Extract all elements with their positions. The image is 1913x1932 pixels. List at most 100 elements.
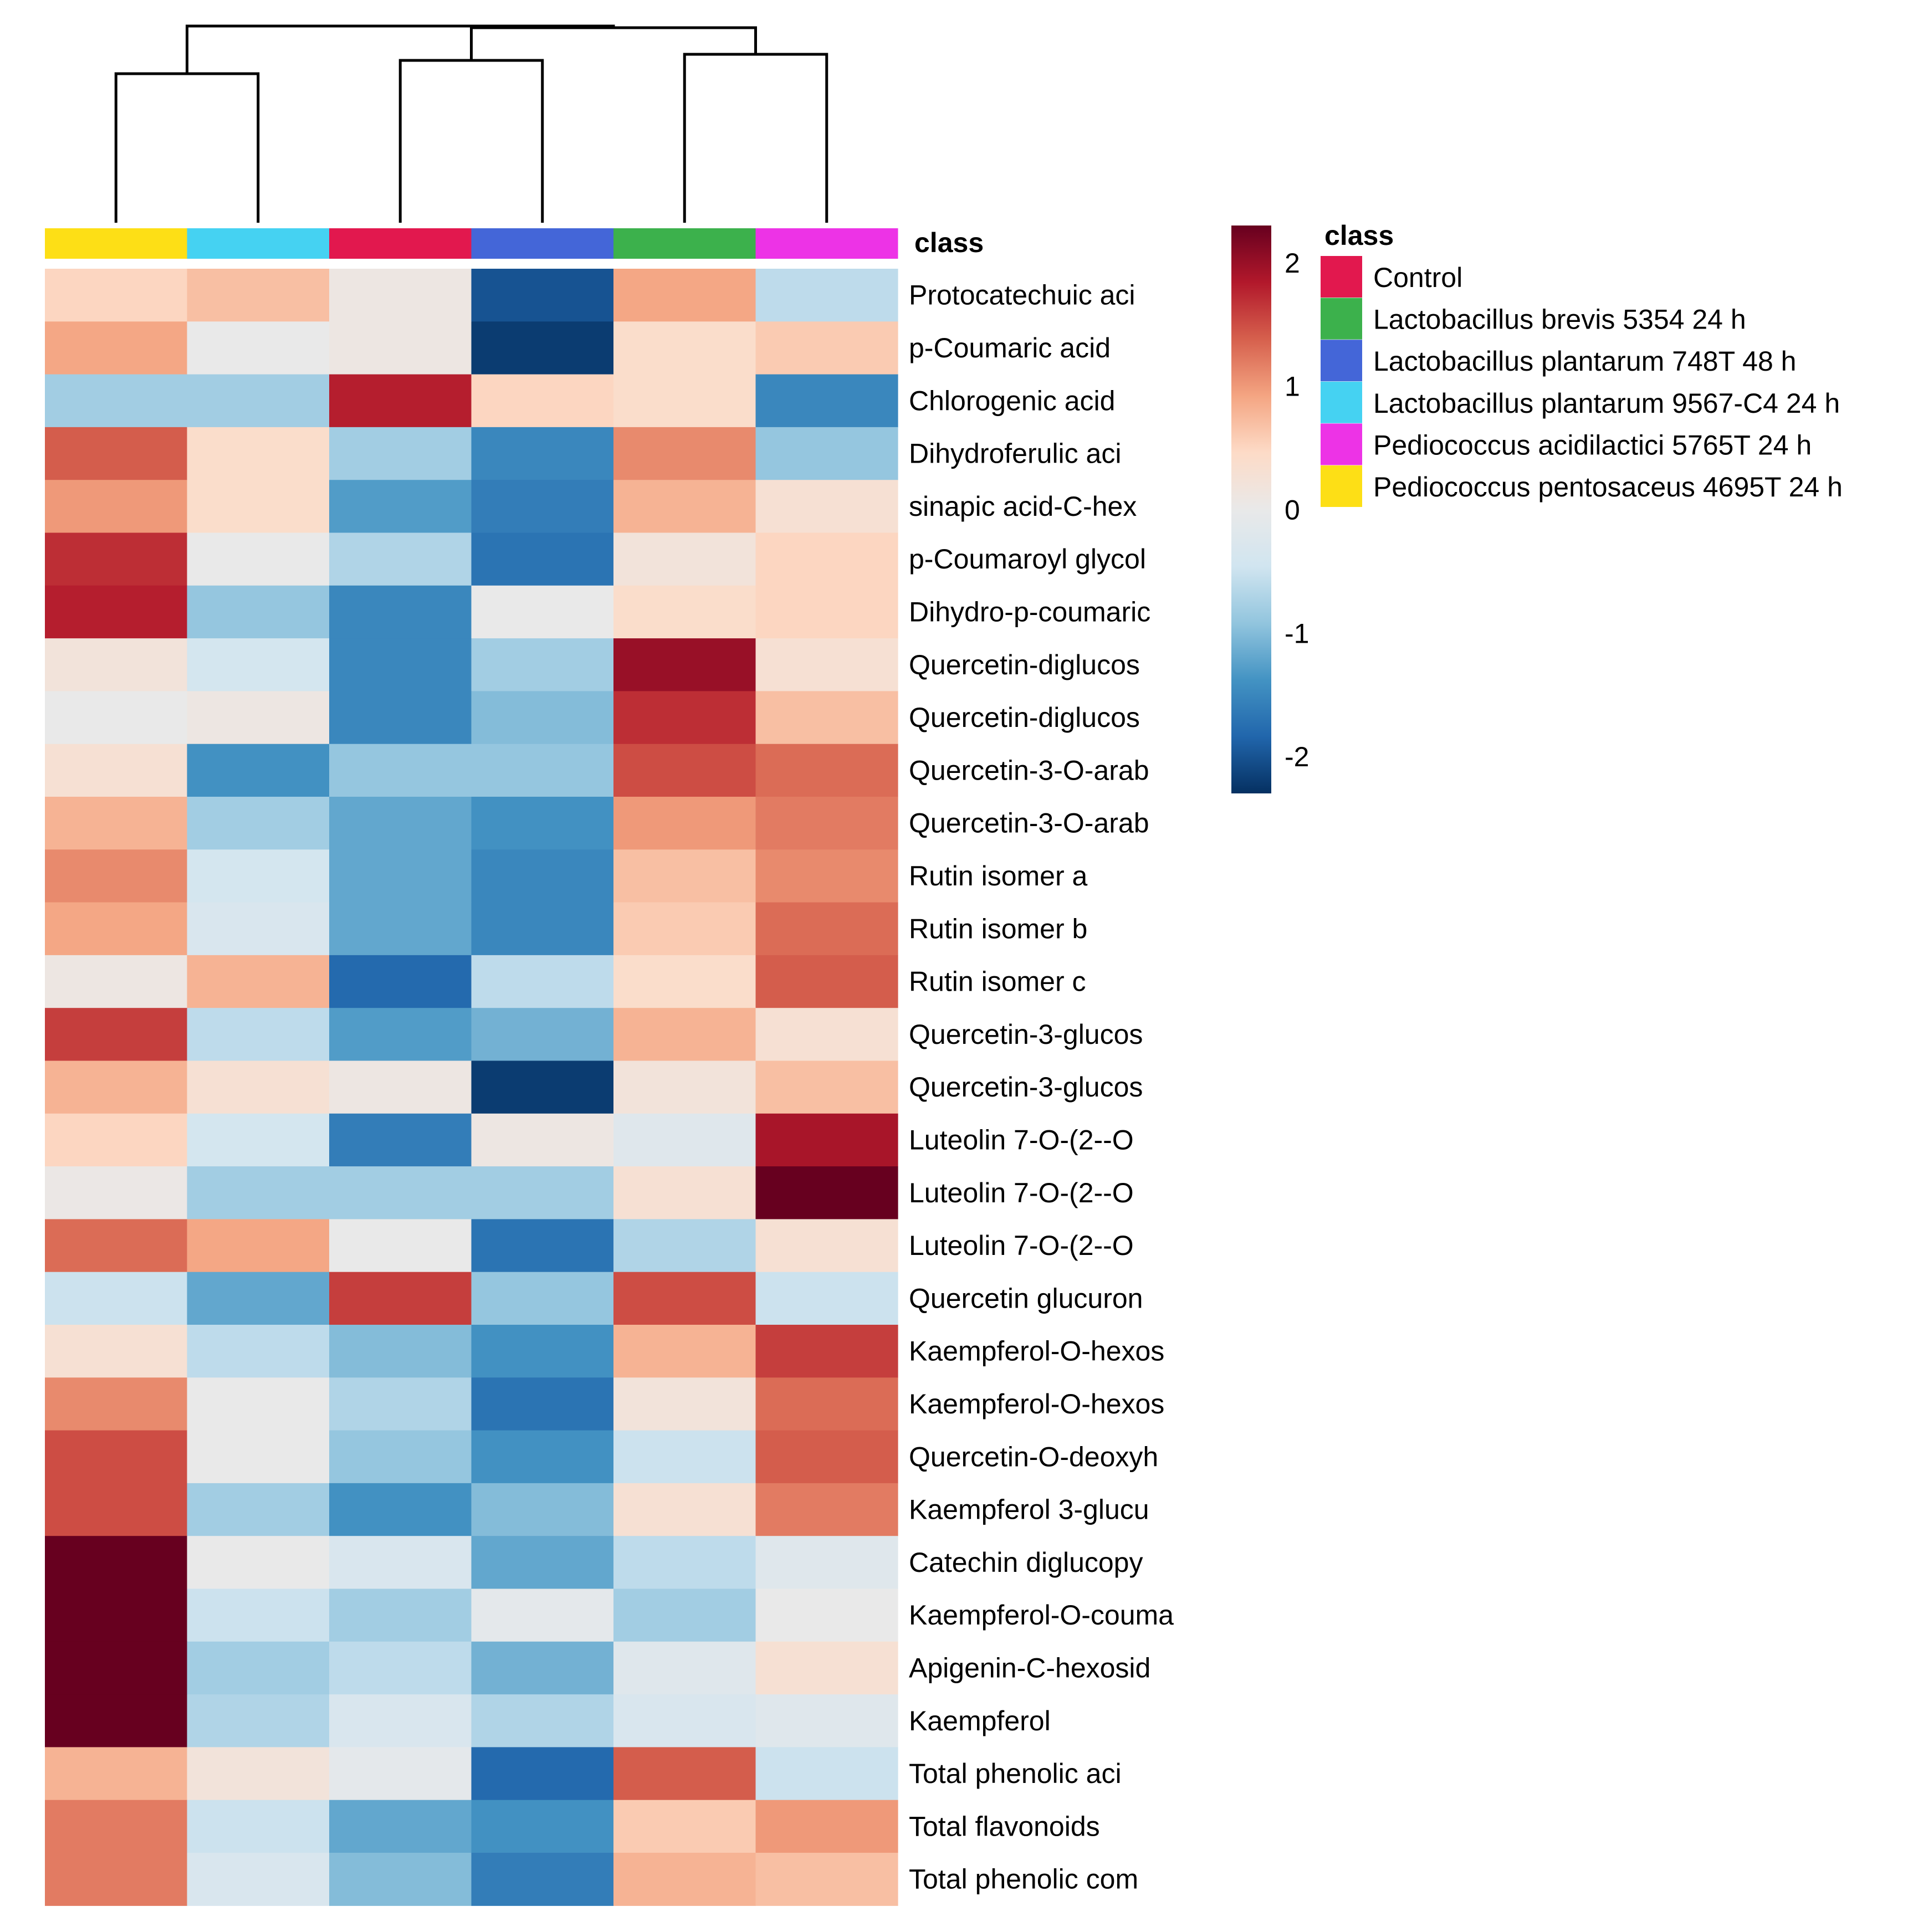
heatmap-cell xyxy=(755,1747,898,1801)
row-label: Kaempferol-O-couma xyxy=(909,1600,1174,1631)
heatmap-cell xyxy=(613,269,756,322)
colorbar-tick-label: 1 xyxy=(1285,371,1300,402)
heatmap-cell xyxy=(329,1060,472,1114)
heatmap-cell xyxy=(755,1641,898,1695)
row-label: Dihydroferulic aci xyxy=(909,438,1121,469)
heatmap-cell xyxy=(45,1483,188,1536)
row-label: Quercetin-diglucos xyxy=(909,649,1140,680)
row-label: Quercetin-3-O-arab xyxy=(909,808,1149,839)
heatmap-cell xyxy=(329,1536,472,1590)
heatmap-cell xyxy=(187,1008,330,1062)
dendrogram-link xyxy=(186,24,615,74)
heatmap-cell xyxy=(755,1430,898,1484)
heatmap-cell xyxy=(471,321,614,375)
heatmap-cell xyxy=(329,1325,472,1378)
heatmap-cell xyxy=(755,902,898,956)
heatmap-cell xyxy=(613,691,756,745)
heatmap-cell xyxy=(471,480,614,534)
heatmap-cell xyxy=(329,1853,472,1906)
heatmap-cell xyxy=(45,1166,188,1219)
heatmap-cell xyxy=(45,374,188,428)
row-label: Kaempferol-O-hexos xyxy=(909,1388,1164,1419)
heatmap-cell xyxy=(471,532,614,586)
row-label: Chlorogenic acid xyxy=(909,385,1115,416)
dendrogram-link xyxy=(398,59,544,223)
heatmap-cell xyxy=(45,849,188,903)
heatmap-cell xyxy=(329,797,472,850)
heatmap-cell xyxy=(45,955,188,1008)
heatmap-cell xyxy=(471,269,614,322)
heatmap-cell xyxy=(613,1430,756,1484)
heatmap-cell xyxy=(45,1113,188,1167)
heatmap-cell xyxy=(187,955,330,1008)
heatmap-cell xyxy=(187,374,330,428)
row-label: Quercetin-diglucos xyxy=(909,702,1140,733)
heatmap-cell xyxy=(45,585,188,639)
heatmap-cell xyxy=(187,744,330,797)
heatmap-cell xyxy=(187,1641,330,1695)
heatmap-cell xyxy=(471,1853,614,1906)
legend-swatch xyxy=(1321,340,1362,382)
heatmap-cell xyxy=(187,427,330,480)
heatmap-cell xyxy=(471,797,614,850)
heatmap-cell xyxy=(187,1219,330,1273)
heatmap-cell xyxy=(471,1272,614,1325)
heatmap-cell xyxy=(755,480,898,534)
row-label: Kaempferol-O-hexos xyxy=(909,1336,1164,1367)
heatmap-cell xyxy=(613,1853,756,1906)
heatmap-cell xyxy=(471,1008,614,1062)
heatmap-cell xyxy=(329,1747,472,1801)
row-label: Kaempferol xyxy=(909,1705,1051,1736)
heatmap-cell xyxy=(613,1325,756,1378)
heatmap-cell xyxy=(755,374,898,428)
heatmap-cell xyxy=(613,532,756,586)
heatmap-cell xyxy=(613,427,756,480)
heatmap-cell xyxy=(187,1377,330,1431)
heatmap-cell xyxy=(471,638,614,691)
row-label: Total phenolic com xyxy=(909,1864,1138,1895)
class-bar-cell xyxy=(471,228,614,259)
heatmap-cell xyxy=(613,1219,756,1273)
heatmap-cell xyxy=(187,849,330,903)
heatmap-cell xyxy=(471,374,614,428)
class-legend: class Control Lactobacillus brevis 5354 2… xyxy=(1321,220,1843,507)
legend-swatch xyxy=(1321,465,1362,507)
heatmap-cell xyxy=(755,1219,898,1273)
legend-swatch xyxy=(1321,381,1362,423)
heatmap-cell xyxy=(329,480,472,534)
legend-label: Pediococcus pentosaceus 4695T 24 h xyxy=(1373,472,1843,503)
row-label: Protocatechuic aci xyxy=(909,280,1135,311)
heatmap-cell xyxy=(45,532,188,586)
heatmap-cell xyxy=(329,1483,472,1536)
heatmap-cell xyxy=(187,1536,330,1590)
row-label: sinapic acid-C-hex xyxy=(909,491,1137,522)
column-dendrogram xyxy=(114,24,828,223)
heatmap-cell xyxy=(755,1483,898,1536)
colorbar-tick-label: 2 xyxy=(1285,248,1300,279)
heatmap-cells xyxy=(45,269,898,1906)
heatmap-cell xyxy=(613,1483,756,1536)
heatmap-cell xyxy=(755,1800,898,1853)
heatmap-cell xyxy=(187,480,330,534)
class-bar-cell xyxy=(613,228,756,259)
row-label: Luteolin 7-O-(2--O xyxy=(909,1177,1134,1208)
legend-title: class xyxy=(1324,220,1394,251)
class-bar-cell xyxy=(755,228,898,259)
heatmap-cell xyxy=(471,1166,614,1219)
heatmap-cell xyxy=(45,269,188,322)
row-label: Rutin isomer a xyxy=(909,860,1088,891)
heatmap-cell xyxy=(329,532,472,586)
heatmap-cell xyxy=(613,1060,756,1114)
heatmap-cell xyxy=(613,374,756,428)
heatmap-cell xyxy=(187,1694,330,1747)
row-label: Total phenolic aci xyxy=(909,1758,1122,1789)
heatmap-cell xyxy=(329,374,472,428)
heatmap-cell xyxy=(45,1747,188,1801)
row-label: p-Coumaric acid xyxy=(909,332,1111,363)
heatmap-cell xyxy=(329,1113,472,1167)
row-label: Dihydro-p-coumaric xyxy=(909,596,1150,627)
heatmap-cell xyxy=(329,1219,472,1273)
heatmap-cell xyxy=(755,1166,898,1219)
row-label: Quercetin-O-deoxyh xyxy=(909,1441,1158,1472)
heatmap-cell xyxy=(471,1377,614,1431)
